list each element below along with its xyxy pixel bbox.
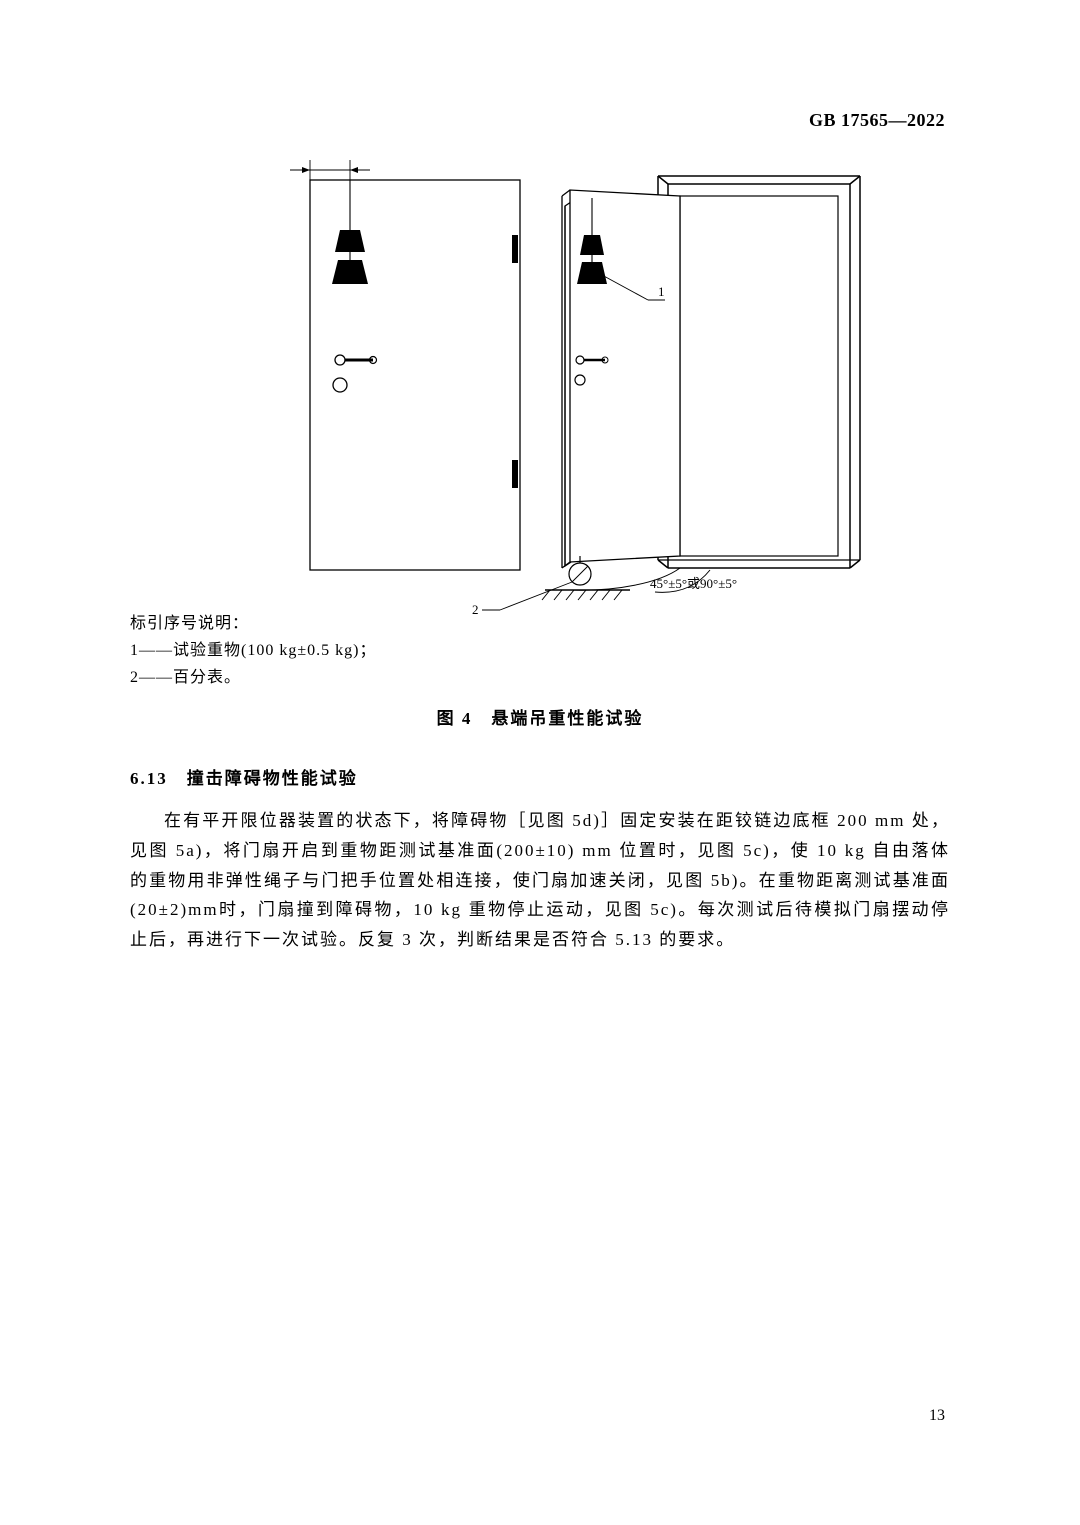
legend-item-2: 2——百分表。 [130, 664, 376, 691]
callout-2-label: 2 [472, 602, 479, 617]
legend-block: 标引序号说明： 1——试验重物(100 kg±0.5 kg)； 2——百分表。 [130, 610, 376, 692]
figure-4: 1 [130, 160, 950, 615]
standard-code: GB 17565—2022 [809, 110, 945, 131]
left-door-group [290, 160, 520, 570]
page-number: 13 [929, 1407, 945, 1425]
figure-caption: 图 4 悬端吊重性能试验 [0, 704, 1080, 729]
section-heading: 6.13 撞击障碍物性能试验 [130, 764, 358, 789]
legend-item-1: 1——试验重物(100 kg±0.5 kg)； [130, 637, 376, 664]
legend-title: 标引序号说明： [130, 610, 376, 637]
door-diagram-svg: 1 [210, 160, 910, 620]
body-paragraph: 在有平开限位器装置的状态下，将障碍物［见图 5d)］固定安装在距铰链边底框 20… [130, 806, 950, 955]
page-container: GB 17565—2022 [0, 0, 1080, 1525]
callout-1-label: 1 [658, 284, 665, 299]
section-number: 6.13 [130, 769, 168, 788]
angle-label: 45°±5°或90°±5° [650, 576, 737, 591]
right-door-group: 1 [472, 176, 860, 617]
section-title: 撞击障碍物性能试验 [187, 769, 358, 788]
